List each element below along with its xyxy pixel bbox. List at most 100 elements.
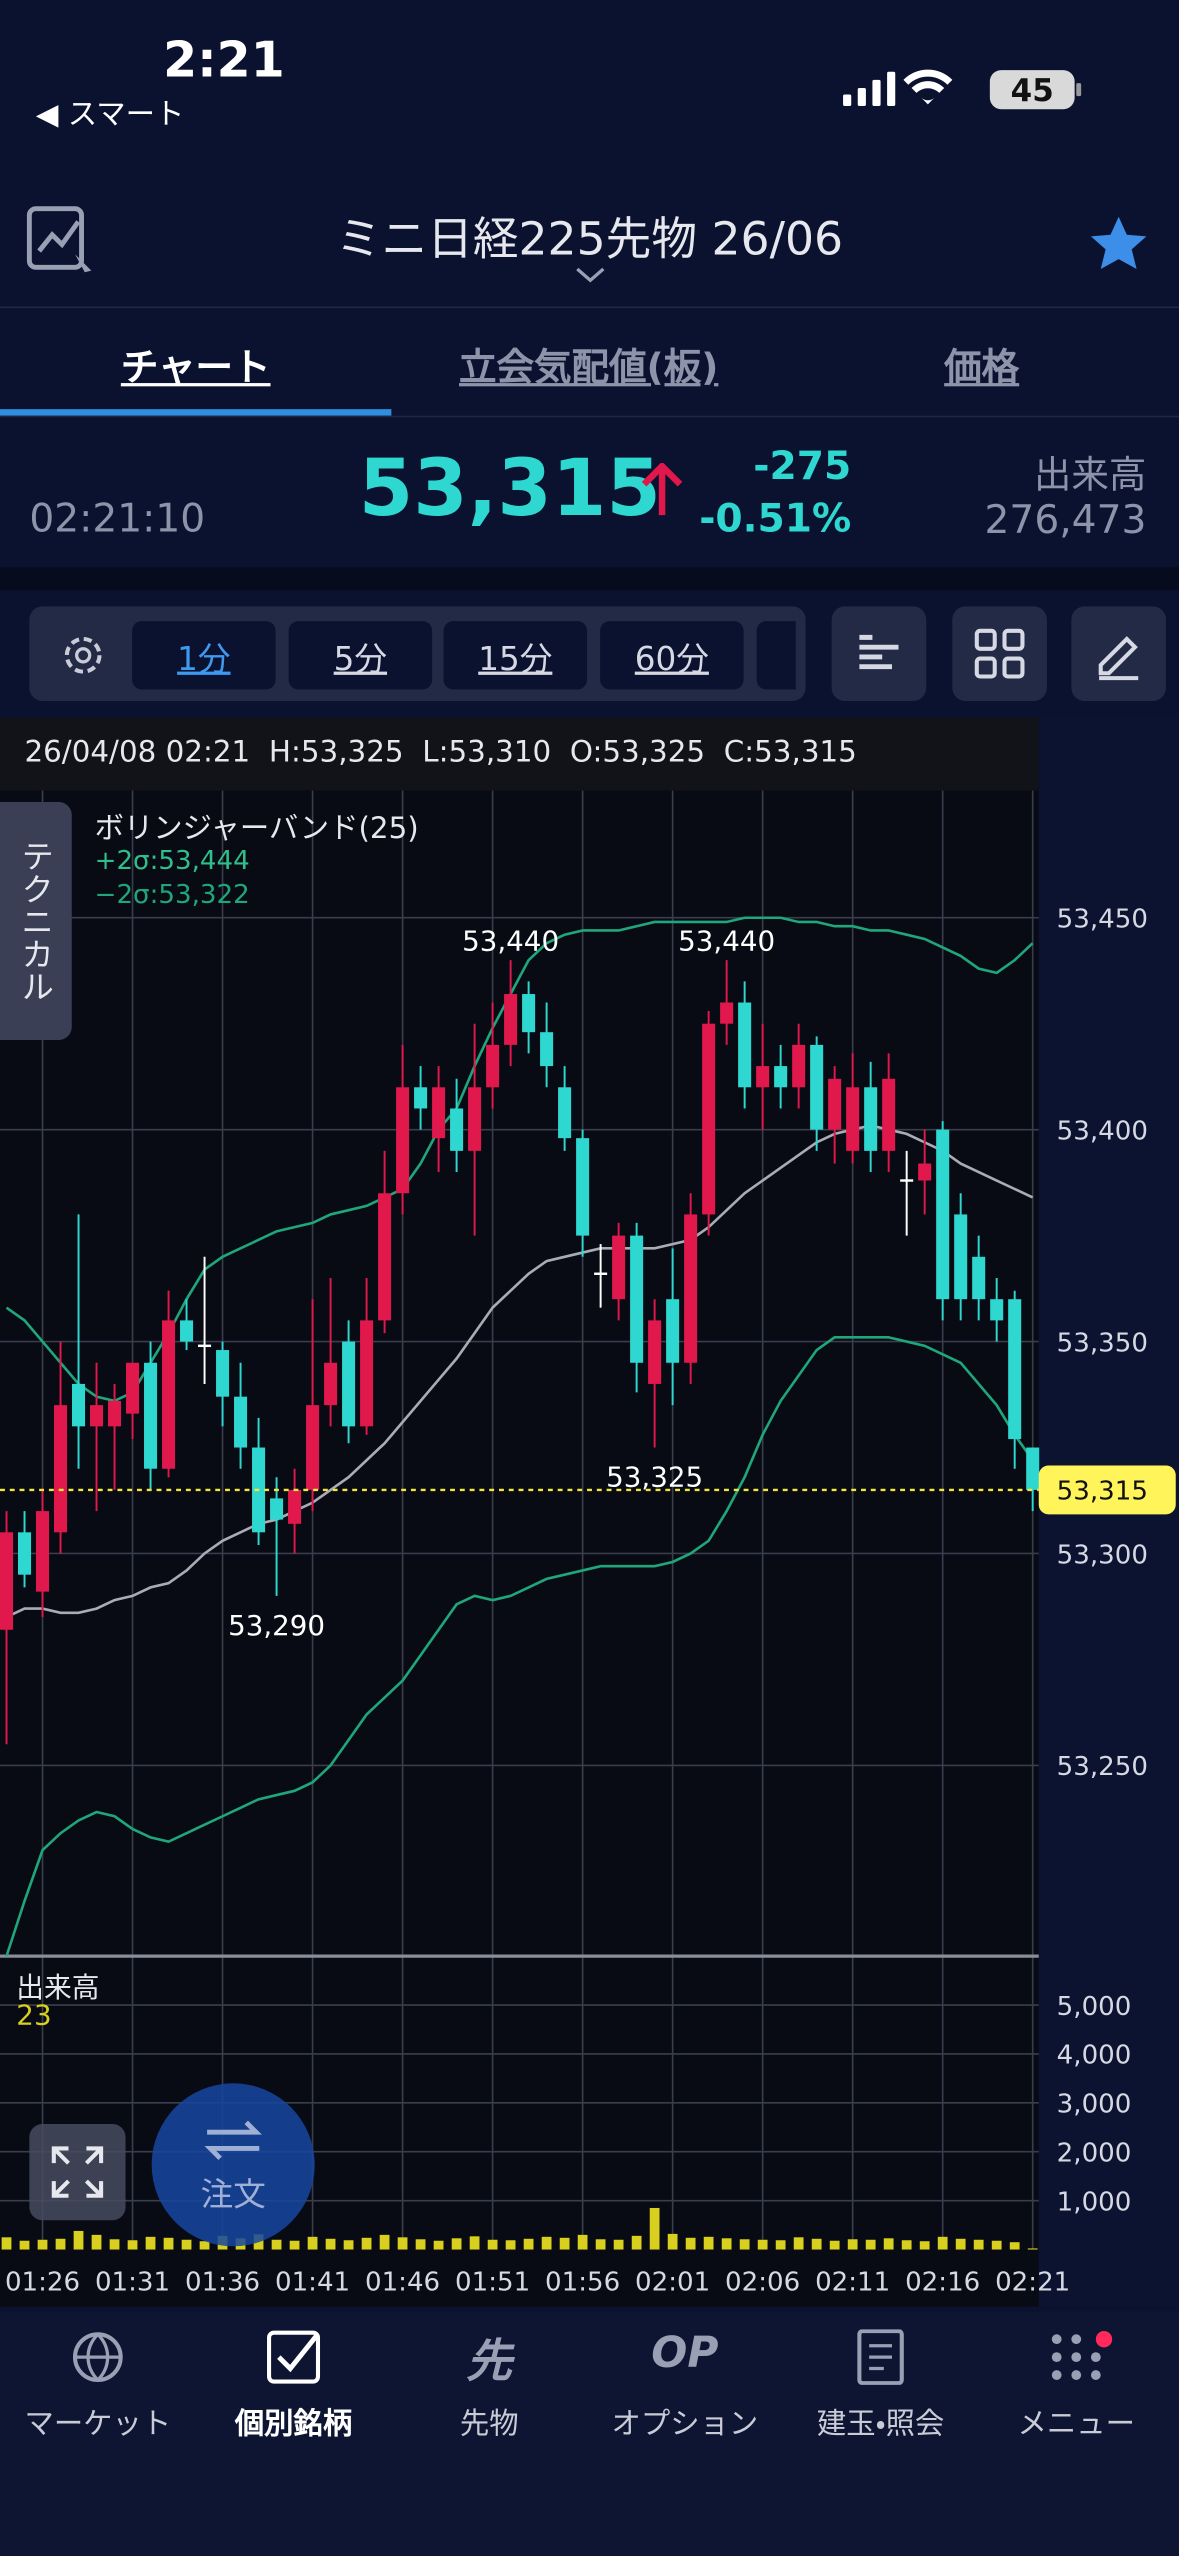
order-button[interactable]: 注文 (151, 2083, 315, 2247)
check-icon (267, 2330, 321, 2384)
volume-bar (811, 2238, 822, 2250)
signal-bar (887, 71, 896, 106)
volume-bar (541, 2236, 552, 2250)
swap-arrows (204, 2120, 262, 2160)
volume-bar (199, 2241, 210, 2250)
x-tick-label: 02:21 (995, 2267, 1070, 2297)
more-intervals[interactable] (756, 621, 796, 690)
chart: 53,250 53,300 53,350 53,400 53,450 1,000 2,000… (0, 717, 1179, 2307)
x-tick-label: 01:41 (275, 2267, 350, 2297)
status-icons: 45 (843, 69, 1082, 110)
tab[interactable]: 価格 (944, 347, 1020, 390)
volume-bar (559, 2237, 570, 2250)
x-tick-label: 01:56 (545, 2267, 620, 2297)
x-tick-label: 02:01 (635, 2267, 710, 2297)
candle-body (846, 1087, 860, 1151)
divider (0, 306, 1179, 309)
x-tick-label: 01:31 (95, 2267, 170, 2297)
candle-body (702, 1023, 716, 1215)
x-tick-label: 01:46 (365, 2267, 440, 2297)
back-link[interactable]: ◀ スマート (35, 97, 185, 133)
info-close: C:53,315 (723, 735, 857, 770)
x-tick-label: 01:51 (455, 2267, 530, 2297)
menu-dots (1051, 2334, 1101, 2380)
candle-body (36, 1511, 50, 1592)
indicator-legend: −2σ:53,322 (94, 878, 250, 910)
volume-bar (379, 2234, 390, 2250)
volume-bar (757, 2239, 768, 2250)
bollinger-band (5, 1336, 1034, 1957)
candle-body (648, 1320, 662, 1384)
x-tick-label: 02:16 (905, 2267, 980, 2297)
check-box (267, 2330, 321, 2384)
nav-label: オプション (611, 2407, 759, 2442)
volume-bar (577, 2234, 588, 2250)
candle-body (1026, 1447, 1040, 1490)
up-arrow (641, 462, 683, 516)
layout-button[interactable] (952, 606, 1047, 701)
chart-icon[interactable] (26, 202, 98, 280)
volume-bar (73, 2230, 84, 2250)
chart-type-button[interactable] (831, 606, 927, 701)
grid-icon (974, 628, 1025, 679)
quote-time: 02:21:10 (29, 495, 206, 542)
icon-cursor (75, 254, 92, 273)
volume-bar (919, 2241, 930, 2250)
candle-body (216, 1350, 230, 1397)
nav-label: 建玉・照会 (816, 2407, 945, 2442)
volume-bar (469, 2236, 480, 2250)
y-tick-label: 53,250 (1057, 1752, 1148, 1782)
interval-button-active[interactable]: 1分 (132, 621, 276, 690)
arrow-path (641, 462, 683, 516)
battery (989, 70, 1075, 110)
tab[interactable]: 立会気配値(板) (459, 347, 719, 390)
info-high: H:53,325 (268, 735, 404, 770)
y-tick-label: 53,350 (1057, 1328, 1148, 1358)
interval-button[interactable]: 15分 (443, 621, 588, 690)
favorite-star[interactable] (1089, 215, 1148, 270)
nav-label: メニュー (1017, 2407, 1135, 2442)
volume-bar (109, 2239, 120, 2250)
tab-indicator (0, 409, 392, 416)
nav-label: マーケット (24, 2407, 172, 2442)
volume-bar (793, 2237, 804, 2250)
interval-button[interactable]: 5分 (288, 621, 433, 690)
candle-body (936, 1129, 950, 1300)
volume-bar (1027, 2248, 1038, 2250)
volume-bar (91, 2234, 102, 2250)
candle-body (810, 1044, 824, 1130)
volume-bar (829, 2240, 840, 2250)
volume-bar (397, 2237, 408, 2250)
candle-body (18, 1532, 32, 1575)
bars-icon-lines (859, 634, 899, 670)
doc-outline (857, 2329, 904, 2385)
expand-button[interactable] (29, 2124, 126, 2221)
settings-icon[interactable] (59, 631, 108, 680)
last-price-label: 53,315 (1057, 1477, 1148, 1507)
document-icon (857, 2329, 904, 2385)
chevron[interactable] (574, 266, 607, 286)
extreme-label: 53,440 (462, 924, 559, 957)
expand-arrows (51, 2146, 104, 2198)
draw-button[interactable] (1071, 606, 1166, 701)
volume-bar (181, 2239, 192, 2250)
volume-bar (973, 2239, 984, 2250)
divider (0, 415, 1179, 418)
candle-body (756, 1066, 770, 1088)
chevron-line (576, 267, 605, 283)
tab-active[interactable]: チャート (120, 347, 271, 390)
candle-body (72, 1383, 86, 1427)
interval-button[interactable]: 60分 (600, 621, 744, 690)
volume-bar (163, 2237, 174, 2250)
nav-label: 先物 (459, 2407, 519, 2442)
candle-body (468, 1087, 482, 1151)
globe-icon (72, 2332, 123, 2382)
technical-side-tab[interactable]: テクニカル (0, 802, 72, 1041)
volume-bar (361, 2237, 372, 2250)
volume-bar (451, 2238, 462, 2250)
volume-bar (145, 2236, 156, 2250)
volume-bar (55, 2238, 66, 2250)
volume-bar (523, 2238, 534, 2250)
candle-body (0, 1532, 14, 1630)
